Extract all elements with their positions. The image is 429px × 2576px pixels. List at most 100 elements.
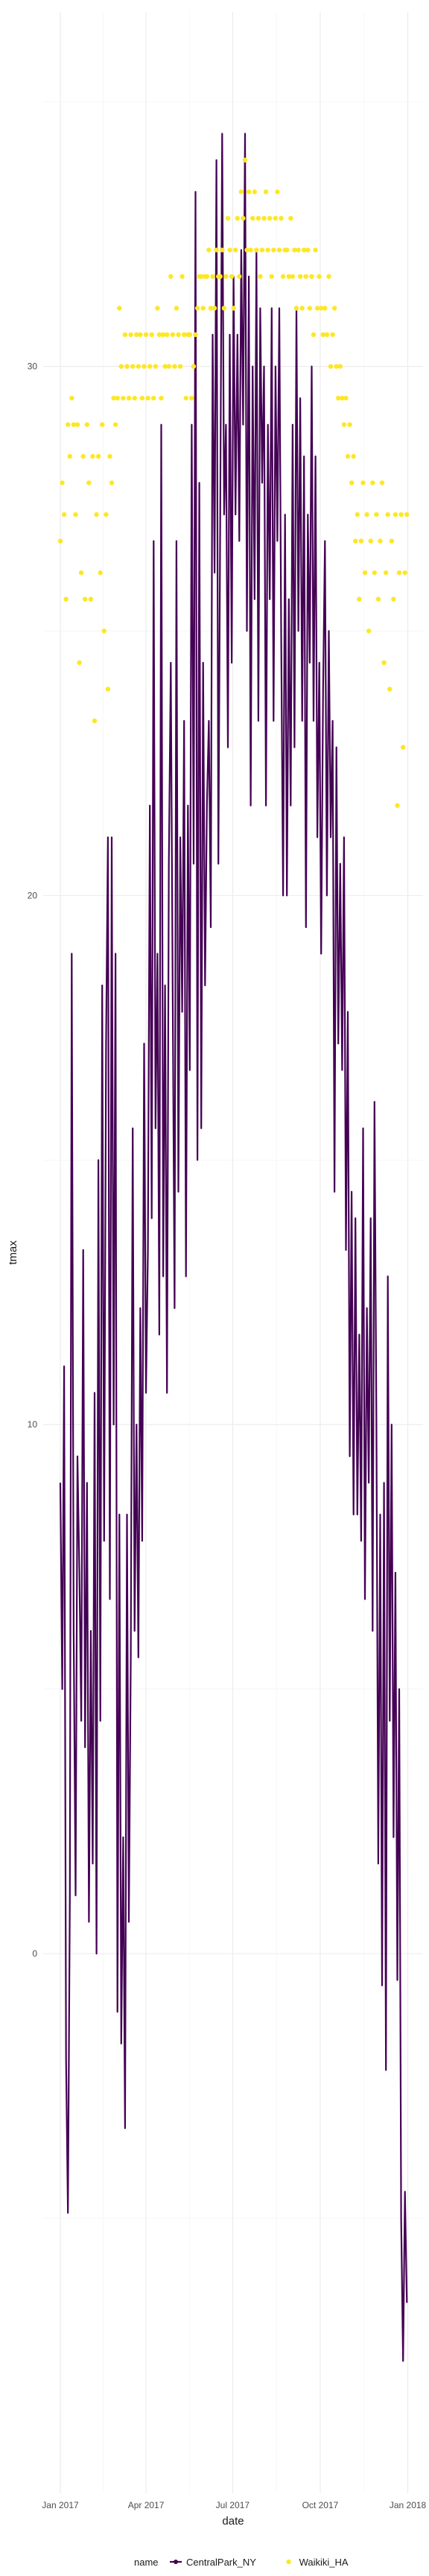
data-point (374, 512, 379, 517)
data-point (319, 306, 324, 311)
data-point (94, 512, 99, 517)
data-point (250, 215, 255, 221)
data-point (204, 274, 210, 280)
data-point (358, 538, 364, 544)
data-point (334, 364, 339, 369)
data-point (322, 306, 328, 311)
x-tick-label: Jul 2017 (216, 2500, 250, 2510)
data-point (372, 570, 378, 575)
y-axis-title: tmax (7, 1240, 19, 1265)
data-point (156, 332, 162, 338)
data-point (271, 247, 276, 253)
legend-key-Waikiki_HA (286, 2559, 291, 2565)
data-point (296, 247, 301, 253)
data-point (63, 596, 69, 602)
data-point (122, 332, 128, 338)
data-point (73, 512, 78, 517)
x-tick-label: Apr 2017 (128, 2500, 165, 2510)
data-point (389, 538, 395, 544)
data-point (340, 395, 345, 401)
data-point (261, 215, 267, 221)
data-point (288, 215, 293, 221)
data-point (61, 512, 67, 517)
data-point (317, 274, 322, 280)
data-point (400, 745, 406, 750)
data-point (162, 364, 168, 369)
data-point (360, 480, 366, 485)
data-point (124, 364, 130, 369)
data-point (77, 660, 82, 666)
legend-label-Waikiki_HA: Waikiki_HA (299, 2557, 349, 2568)
data-point (280, 274, 286, 280)
data-point (105, 686, 111, 692)
data-point (227, 247, 232, 253)
data-point (193, 332, 198, 338)
data-point (368, 538, 373, 544)
data-point (267, 215, 273, 221)
data-point (275, 189, 280, 195)
data-point (117, 306, 122, 311)
data-point (357, 596, 362, 602)
data-point (263, 189, 269, 195)
data-point (69, 395, 74, 401)
data-point (143, 332, 149, 338)
data-point (112, 422, 118, 427)
data-point (74, 422, 80, 427)
data-point (255, 215, 261, 221)
y-axis-ticks: 0 10 20 30 (28, 362, 38, 1959)
y-tick-label: 20 (28, 890, 38, 900)
data-point (151, 395, 156, 401)
data-point (231, 306, 236, 311)
data-point (303, 274, 308, 280)
data-point (258, 274, 263, 280)
data-point (174, 306, 179, 311)
data-point (136, 364, 142, 369)
data-point (402, 570, 407, 575)
data-point (78, 570, 84, 575)
data-point (364, 512, 369, 517)
plot-marks (57, 133, 410, 2362)
data-point (242, 157, 248, 162)
data-point (320, 332, 325, 338)
data-point (349, 480, 355, 485)
data-point (309, 274, 314, 280)
data-point (84, 422, 89, 427)
data-point (128, 332, 133, 338)
data-point (80, 454, 86, 459)
data-point (269, 274, 274, 280)
data-point (121, 395, 126, 401)
data-point (311, 332, 317, 338)
series-Waikiki_HA (57, 157, 410, 808)
data-point (155, 306, 160, 311)
data-point (170, 332, 176, 338)
data-point (164, 332, 170, 338)
data-point (237, 274, 242, 280)
data-point (166, 364, 171, 369)
data-point (187, 332, 193, 338)
data-point (279, 215, 284, 221)
legend-label-CentralPark_NY: CentralPark_NY (186, 2557, 256, 2568)
data-point (217, 274, 223, 280)
data-point (179, 274, 185, 280)
data-point (88, 596, 94, 602)
data-point (385, 512, 390, 517)
data-point (343, 395, 349, 401)
data-point (254, 247, 259, 253)
data-point (200, 306, 206, 311)
data-point (104, 512, 109, 517)
data-point (244, 247, 250, 253)
x-tick-label: Oct 2017 (302, 2500, 339, 2510)
data-point (67, 454, 72, 459)
data-point (86, 480, 92, 485)
data-point (98, 570, 103, 575)
data-point (194, 306, 200, 311)
data-point (381, 660, 387, 666)
data-point (265, 247, 270, 253)
data-point (355, 512, 360, 517)
data-point (285, 247, 290, 253)
data-point (153, 364, 159, 369)
data-point (198, 274, 204, 280)
data-point (145, 395, 150, 401)
data-point (290, 274, 296, 280)
